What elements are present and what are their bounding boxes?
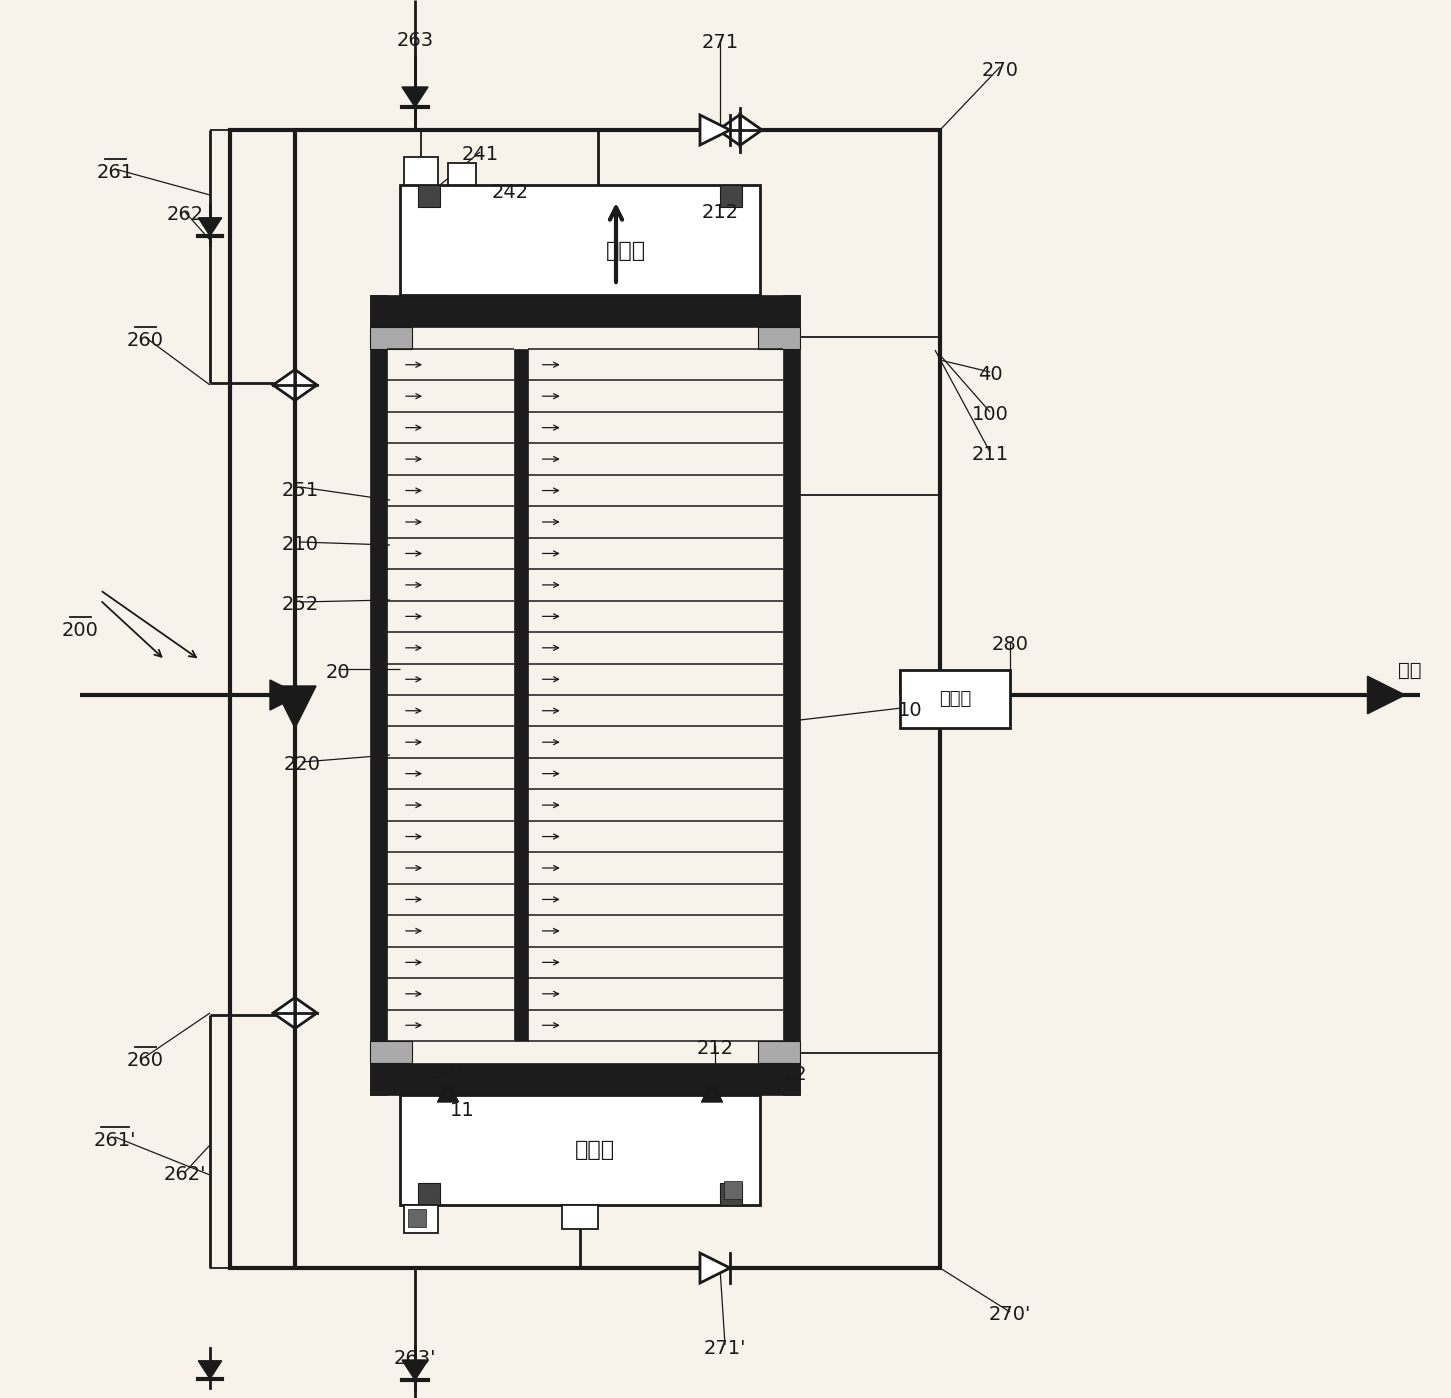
Polygon shape (402, 1360, 428, 1380)
Bar (448, 164, 476, 185)
Text: 271: 271 (701, 32, 739, 52)
Text: 241: 241 (461, 145, 499, 165)
Polygon shape (199, 218, 222, 236)
Bar (720, 1183, 741, 1205)
Polygon shape (273, 998, 295, 1029)
Text: 20: 20 (325, 663, 350, 681)
Bar (757, 327, 800, 350)
Bar (231, 130, 940, 1268)
Bar (784, 295, 800, 1095)
Bar (400, 1095, 760, 1205)
Bar (403, 1205, 438, 1233)
Bar (900, 670, 1010, 728)
Text: 252: 252 (281, 596, 319, 615)
Text: 211: 211 (971, 446, 1008, 464)
Text: 261': 261' (94, 1131, 136, 1149)
Text: 12: 12 (782, 1065, 807, 1085)
Bar (418, 185, 440, 207)
Polygon shape (270, 679, 300, 710)
Text: 100: 100 (972, 405, 1008, 425)
Text: 净水室: 净水室 (607, 240, 646, 261)
Text: 260: 260 (126, 330, 164, 350)
Text: 270: 270 (981, 60, 1019, 80)
Text: 200: 200 (61, 621, 99, 639)
Text: 260: 260 (126, 1050, 164, 1069)
Text: 263: 263 (396, 31, 434, 49)
Bar (562, 1205, 598, 1229)
Text: 212: 212 (701, 203, 739, 221)
Bar (370, 1042, 412, 1062)
Text: 270': 270' (988, 1306, 1032, 1324)
Bar (408, 1209, 427, 1227)
Polygon shape (274, 686, 316, 728)
Bar (370, 295, 387, 1095)
Text: 261: 261 (96, 162, 133, 182)
Bar (370, 327, 412, 350)
Polygon shape (402, 87, 428, 108)
Text: 净水室: 净水室 (575, 1139, 615, 1160)
Polygon shape (699, 115, 730, 145)
Text: 262: 262 (167, 206, 203, 225)
Polygon shape (295, 369, 316, 400)
Text: 280: 280 (991, 636, 1029, 654)
Polygon shape (199, 1360, 222, 1378)
Polygon shape (273, 369, 295, 400)
Text: 263': 263' (393, 1349, 437, 1367)
Polygon shape (295, 998, 316, 1029)
Text: 242: 242 (492, 183, 528, 201)
Text: 210: 210 (281, 535, 319, 555)
Text: 212: 212 (696, 1039, 734, 1057)
Bar (724, 1181, 741, 1199)
Text: 11: 11 (450, 1100, 474, 1120)
Polygon shape (701, 1081, 723, 1102)
Polygon shape (1367, 677, 1405, 714)
Bar (403, 157, 438, 185)
Text: 压差计: 压差计 (939, 691, 971, 707)
Text: 251: 251 (281, 481, 319, 499)
Text: 40: 40 (978, 365, 1003, 384)
Polygon shape (740, 115, 762, 145)
Polygon shape (699, 1253, 730, 1283)
Text: 10: 10 (898, 700, 923, 720)
Bar (757, 1042, 800, 1062)
Text: 240: 240 (425, 1062, 463, 1082)
Bar (370, 295, 800, 327)
Bar (400, 185, 760, 295)
Text: 262': 262' (164, 1166, 206, 1184)
Polygon shape (718, 115, 740, 145)
Text: 271': 271' (704, 1338, 746, 1357)
Bar (720, 185, 741, 207)
Text: 220: 220 (283, 755, 321, 774)
Bar (370, 1062, 800, 1095)
Text: 出水: 出水 (1399, 660, 1422, 679)
Polygon shape (438, 1081, 459, 1102)
Bar (514, 350, 528, 1042)
Bar (418, 1183, 440, 1205)
